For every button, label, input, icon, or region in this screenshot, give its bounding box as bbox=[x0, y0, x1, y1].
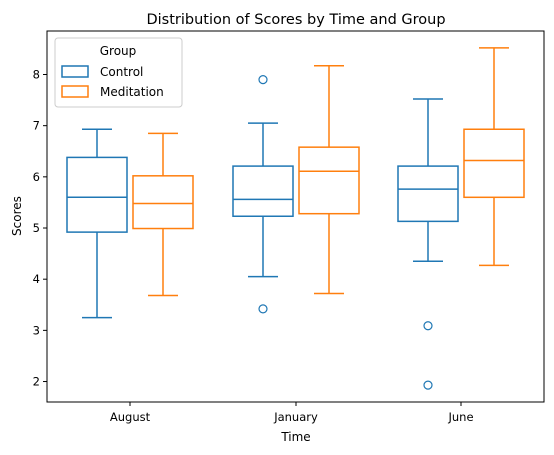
box-meditation-january-iqr-box bbox=[298, 146, 360, 215]
y-tick-label-5: 7 bbox=[33, 119, 40, 133]
box-control-june bbox=[397, 98, 459, 390]
box-meditation-june bbox=[463, 47, 525, 267]
legend: Group Control Meditation bbox=[54, 37, 183, 108]
legend-frame bbox=[54, 37, 183, 108]
box-meditation-january bbox=[298, 65, 360, 295]
box-control-january-iqr-box bbox=[232, 165, 294, 217]
box-meditation-june-iqr-box bbox=[463, 128, 525, 199]
x-tick-label-0: August bbox=[110, 410, 151, 424]
y-tick-label-1: 3 bbox=[33, 323, 40, 337]
box-control-june-outlier-1 bbox=[423, 380, 433, 390]
y-tick-label-3: 5 bbox=[33, 221, 40, 235]
box-control-june-outlier-0 bbox=[423, 321, 433, 331]
box-control-june-iqr-box bbox=[397, 165, 459, 223]
plot-frame bbox=[46, 30, 545, 403]
series-control bbox=[66, 75, 459, 390]
box-control-january-outlier-1 bbox=[258, 304, 268, 314]
y-tick-label-2: 4 bbox=[33, 272, 40, 286]
box-control-january-outlier-0 bbox=[258, 75, 268, 85]
legend-swatch-meditation bbox=[61, 85, 89, 98]
legend-swatch-control bbox=[61, 65, 89, 78]
box-control-january bbox=[232, 75, 294, 314]
y-tick-label-4: 6 bbox=[33, 170, 40, 184]
x-axis-label: Time bbox=[280, 430, 310, 444]
box-meditation-august-iqr-box bbox=[132, 175, 194, 230]
y-tick-label-0: 2 bbox=[33, 375, 40, 389]
y-axis: 2 3 4 5 6 7 8 bbox=[33, 67, 47, 389]
legend-title: Group bbox=[100, 44, 137, 58]
legend-label-meditation: Meditation bbox=[100, 85, 164, 99]
y-tick-label-6: 8 bbox=[33, 67, 40, 81]
box-meditation-august bbox=[132, 132, 194, 297]
plot-area bbox=[66, 47, 525, 390]
box-control-august bbox=[66, 128, 128, 319]
box-control-august-iqr-box bbox=[66, 156, 128, 233]
x-tick-label-1: January bbox=[273, 410, 318, 424]
legend-label-control: Control bbox=[100, 65, 143, 79]
series-meditation bbox=[132, 47, 525, 297]
chart-title: Distribution of Scores by Time and Group bbox=[146, 12, 445, 28]
x-axis: August January June bbox=[110, 402, 474, 424]
y-axis-label: Scores bbox=[10, 196, 24, 236]
x-tick-label-2: June bbox=[447, 410, 473, 424]
